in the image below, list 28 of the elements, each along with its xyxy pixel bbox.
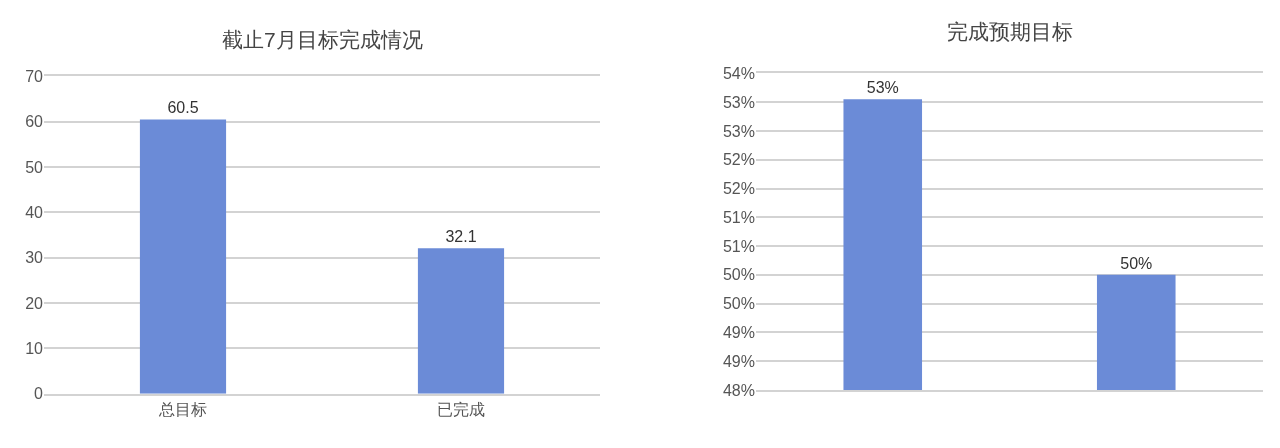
y-tick-label: 51% [722,237,755,255]
data-label: 32.1 [445,228,477,246]
y-tick-label: 53% [722,122,755,140]
y-tick-label: 52% [722,180,755,198]
data-label: 53% [866,79,899,97]
y-tick-label: 50% [722,295,755,313]
y-tick-label: 48% [722,381,755,399]
data-label: 50% [1120,254,1153,272]
y-tick-label: 30 [25,249,44,267]
y-tick-label: 40 [25,203,44,221]
y-tick-label: 70 [25,67,44,85]
y-tick-label: 10 [25,340,44,358]
y-tick-label: 49% [722,352,755,370]
chart-title: 截止7月目标完成情况 [222,28,423,51]
y-tick-label: 49% [722,323,755,341]
data-label: 60.5 [167,99,199,117]
y-tick-label: 50 [25,158,44,176]
y-tick-label: 52% [722,151,755,169]
x-tick-label: 总目标 [158,400,207,418]
y-tick-label: 51% [722,208,755,226]
x-tick-label: 已完成 [437,400,485,418]
y-tick-label: 0 [34,385,44,403]
y-tick-label: 20 [25,294,44,312]
y-tick-label: 60 [25,113,44,131]
y-tick-label: 53% [722,93,755,111]
y-tick-label: 50% [722,266,755,284]
chart-title: 完成预期目标 [947,20,1073,43]
y-tick-label: 54% [722,65,755,83]
